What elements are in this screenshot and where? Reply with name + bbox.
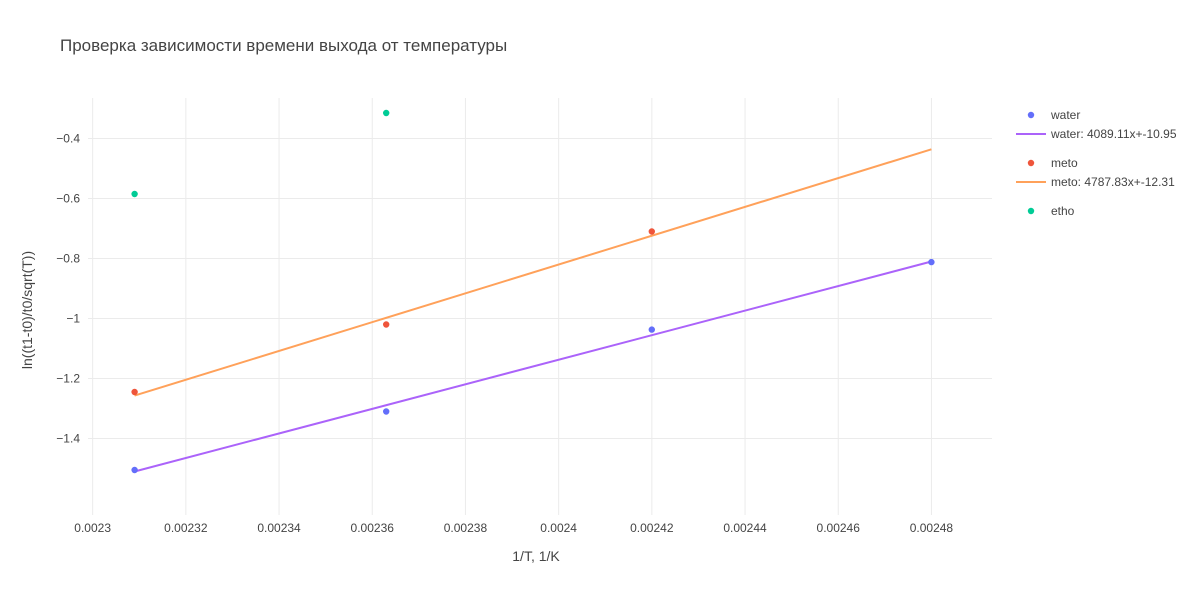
legend-marker: [1027, 159, 1035, 167]
data-points: [131, 109, 935, 474]
legend-marker: [1027, 207, 1035, 215]
legend-item[interactable]: meto: 4787.83x+-12.31: [1016, 175, 1175, 189]
legend-label: meto: 4787.83x+-12.31: [1051, 175, 1175, 189]
data-point[interactable]: [928, 258, 935, 266]
x-tick-label: 0.00234: [257, 521, 301, 535]
x-tick-label: 0.00246: [817, 521, 861, 535]
legend-item[interactable]: etho: [1027, 204, 1075, 218]
legend-item[interactable]: water: 4089.11x+-10.95: [1016, 127, 1177, 141]
legend-label: water: [1050, 108, 1080, 122]
y-tick-label: −1.2: [56, 372, 80, 386]
legend-label: water: 4089.11x+-10.95: [1050, 127, 1177, 141]
data-point[interactable]: [131, 388, 138, 396]
x-tick-label: 0.00248: [910, 521, 954, 535]
x-tick-label: 0.00244: [723, 521, 767, 535]
data-point[interactable]: [131, 190, 138, 198]
y-tick-label: −0.4: [56, 132, 80, 146]
x-tick-label: 0.00242: [630, 521, 674, 535]
fit-line: [134, 260, 932, 473]
legend[interactable]: water water: 4089.11x+-10.95 meto meto: 478…: [1016, 108, 1177, 218]
data-point[interactable]: [383, 408, 390, 415]
fit-line: [134, 148, 932, 397]
y-axis-title: ln((t1-t0)/t0/sqrt(T)): [19, 251, 35, 369]
x-gridlines: [92, 98, 932, 515]
legend-item[interactable]: water: [1027, 108, 1081, 122]
x-tick-labels: 0.0023 0.00232 0.00234 0.00236 0.00238 0.0024…: [74, 521, 953, 535]
y-tick-label: −0.8: [56, 252, 80, 266]
legend-marker: [1027, 111, 1035, 119]
legend-label: etho: [1051, 204, 1075, 218]
fit-lines: [134, 148, 932, 473]
y-tick-label: −1: [66, 312, 80, 326]
data-point[interactable]: [648, 326, 655, 333]
y-gridlines: [88, 138, 992, 439]
data-point[interactable]: [131, 466, 138, 474]
chart-title: Проверка зависимости времени выхода от т…: [60, 36, 507, 55]
x-tick-label: 0.00238: [444, 521, 488, 535]
x-tick-label: 0.00232: [164, 521, 208, 535]
x-tick-label: 0.0024: [540, 521, 577, 535]
y-tick-label: −0.6: [56, 192, 80, 206]
y-tick-labels: −1.4 −1.2 −1 −0.8 −0.6 −0.4: [56, 132, 80, 446]
data-point[interactable]: [383, 109, 390, 117]
legend-item[interactable]: meto: [1027, 156, 1078, 170]
data-point[interactable]: [648, 228, 655, 235]
x-axis-title: 1/T, 1/K: [512, 548, 560, 564]
x-tick-label: 0.0023: [74, 521, 111, 535]
x-tick-label: 0.00236: [351, 521, 395, 535]
legend-label: meto: [1051, 156, 1078, 170]
y-tick-label: −1.4: [56, 432, 80, 446]
data-point[interactable]: [383, 321, 390, 328]
